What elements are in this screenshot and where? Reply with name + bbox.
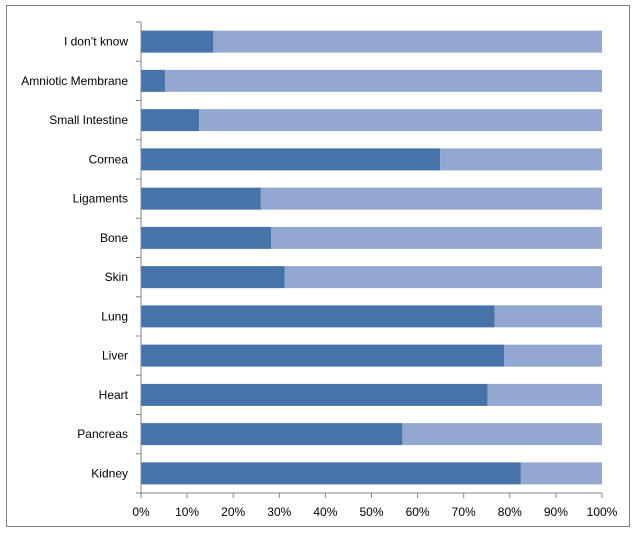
category-label: Heart [99,388,129,402]
category-label: Amniotic Membrane [21,74,128,88]
bar-series1-7 [141,305,495,328]
category-label: I don’t know [64,35,128,49]
bar-series2-0 [213,30,602,53]
bar-series2-1 [164,69,602,92]
x-tick-label: 60% [406,505,430,519]
category-label: Bone [100,231,128,245]
x-tick-label: 30% [267,505,291,519]
x-tick-label: 80% [498,505,522,519]
category-label: Small Intestine [49,113,128,127]
bar-series2-8 [504,344,602,367]
bar-series2-3 [440,148,602,171]
bar-series2-6 [284,266,602,289]
x-tick-label: 20% [221,505,245,519]
bars-group [141,30,602,485]
category-labels: I don’t know Amniotic Membrane Small Intes… [21,35,128,481]
bar-series2-4 [260,187,602,210]
bar-series1-8 [141,344,505,367]
x-tick-label: 100% [587,505,618,519]
bar-series2-5 [271,226,602,249]
x-tick-label: 50% [359,505,383,519]
category-label: Ligaments [73,192,128,206]
x-tick-label: 10% [175,505,199,519]
bar-series1-9 [141,383,488,406]
axes-group [136,21,603,498]
bar-series2-2 [199,109,602,132]
bar-series1-10 [141,423,403,446]
bar-series1-3 [141,148,441,171]
x-tick-label: 0% [132,505,150,519]
x-tick-labels: 0% 10% 20% 30% 40% 50% 60% 70% 80% 90% 100% [132,505,617,519]
bar-series2-10 [402,423,602,446]
x-tick-label: 70% [452,505,476,519]
x-tick-label: 40% [313,505,337,519]
x-tick-label: 90% [544,505,568,519]
category-label: Lung [101,309,128,323]
bar-series2-9 [487,383,602,406]
bar-series1-0 [141,30,214,53]
bar-series1-5 [141,226,271,249]
bar-series1-4 [141,187,261,210]
bar-series1-2 [141,109,200,132]
category-label: Kidney [91,466,128,480]
bar-series1-1 [141,69,165,92]
bar-series1-6 [141,266,285,289]
category-label: Cornea [89,152,129,166]
bar-series2-7 [494,305,602,328]
category-label: Liver [102,349,128,363]
bar-series2-11 [520,462,602,485]
category-label: Skin [105,270,128,284]
category-label: Pancreas [77,427,128,441]
bar-series1-11 [141,462,521,485]
